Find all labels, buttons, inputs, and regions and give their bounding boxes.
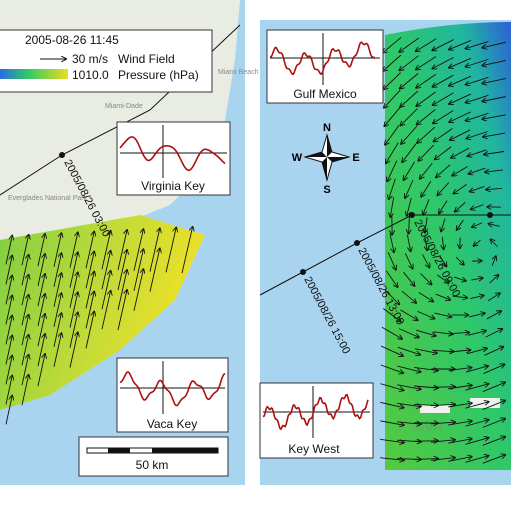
legend-wind-label: Wind Field (118, 52, 175, 66)
scale-label: 50 km (136, 458, 169, 472)
inset: Key West (260, 383, 373, 458)
map-label: Miami Beach (218, 69, 259, 76)
inset: Gulf Mexico (267, 30, 383, 103)
compass-e: E (352, 152, 359, 164)
compass-w: W (292, 152, 303, 164)
compass-s: S (323, 184, 330, 196)
inset-label: Key West (288, 442, 340, 456)
right-panel: Key West 2005/08/26 13:00 2005/08/26 15:… (260, 20, 511, 485)
map-label: Everglades National Park (8, 195, 87, 202)
inset: Vaca Key (117, 358, 228, 432)
compass-n: N (323, 122, 331, 134)
inset-label: Gulf Mexico (293, 87, 357, 101)
inset-label: Vaca Key (147, 417, 197, 431)
legend-wind-speed: 30 m/s (72, 52, 108, 66)
track-point (59, 152, 65, 158)
legend-pressure-value: 1010.0 (72, 68, 109, 82)
legend-pressure-label: Pressure (hPa) (118, 68, 199, 82)
map-label: Key West (412, 425, 442, 432)
legend-colorbar (0, 69, 68, 79)
inset: Virginia Key (117, 122, 230, 195)
inset-label: Virginia Key (141, 179, 205, 193)
legend-time: 2005-08-26 11:45 (25, 33, 119, 47)
left-panel: Miami-Dade Miami Beach Everglades Nation… (0, 0, 259, 485)
map-label: Miami-Dade (105, 103, 143, 110)
